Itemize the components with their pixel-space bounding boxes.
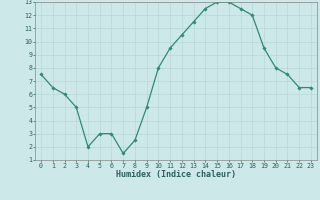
X-axis label: Humidex (Indice chaleur): Humidex (Indice chaleur): [116, 170, 236, 179]
